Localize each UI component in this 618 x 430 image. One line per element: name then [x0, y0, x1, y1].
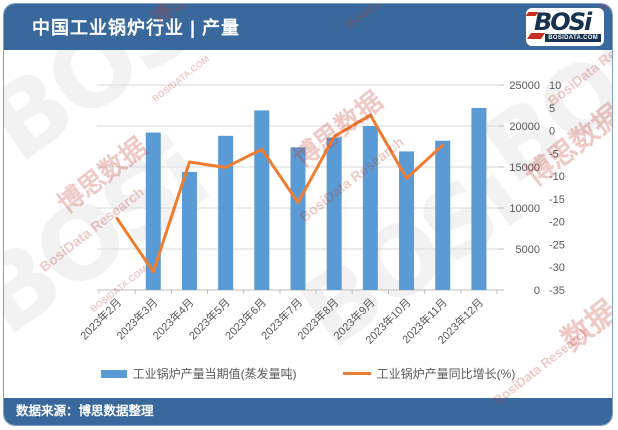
svg-text:-15: -15	[549, 194, 565, 206]
page-title: 中国工业锅炉行业 | 产量	[32, 18, 241, 38]
footer-bar: 数据来源：博思数据整理	[4, 398, 612, 425]
chart-legend: 工业锅炉产量当期值(蒸发量吨) 工业锅炉产量同比增长(%)	[4, 365, 612, 382]
svg-text:0: 0	[534, 285, 540, 297]
line-series-swatch	[342, 372, 371, 375]
report-card: BOSiBOSiBOSiBOSiBOSi 2500020000150001000…	[3, 3, 613, 426]
svg-text:-10: -10	[549, 171, 565, 183]
bar-series-label: 工业锅炉产量当期值(蒸发量吨)	[132, 367, 297, 381]
svg-text:-25: -25	[549, 239, 565, 251]
data-source-text: 数据来源：博思数据整理	[16, 404, 154, 418]
svg-text:25000: 25000	[509, 80, 540, 92]
svg-text:10: 10	[549, 80, 561, 92]
svg-text:20000: 20000	[509, 121, 540, 133]
bar-series-swatch	[100, 369, 127, 378]
svg-text:-20: -20	[549, 217, 565, 229]
svg-text:10000: 10000	[509, 203, 540, 215]
svg-text:5000: 5000	[516, 244, 540, 256]
svg-text:-30: -30	[549, 262, 565, 274]
combo-chart: 25000 20000 15000 10000 5000 0 10 5 0 -5 -10 -15 -20…	[77, 80, 565, 347]
header-bar: 中国工业锅炉行业 | 产量	[4, 4, 612, 50]
svg-text:5: 5	[549, 103, 555, 115]
svg-text:-35: -35	[549, 285, 565, 297]
logo-red-flag-icon	[526, 33, 546, 39]
logo-brand-text: BOSi	[534, 8, 592, 36]
svg-text:0: 0	[549, 126, 555, 138]
legend-item-line: 工业锅炉产量同比增长(%)	[342, 365, 516, 382]
svg-text:15000: 15000	[509, 162, 540, 174]
logo-domain-text: BOSIDATA.COM	[545, 34, 601, 42]
bosi-logo: BOSi BOSIDATA.COM	[526, 8, 604, 46]
legend-item-bars: 工业锅炉产量当期值(蒸发量吨)	[100, 365, 297, 382]
line-series-label: 工业锅炉产量同比增长(%)	[376, 367, 516, 381]
svg-text:-5: -5	[549, 148, 559, 160]
